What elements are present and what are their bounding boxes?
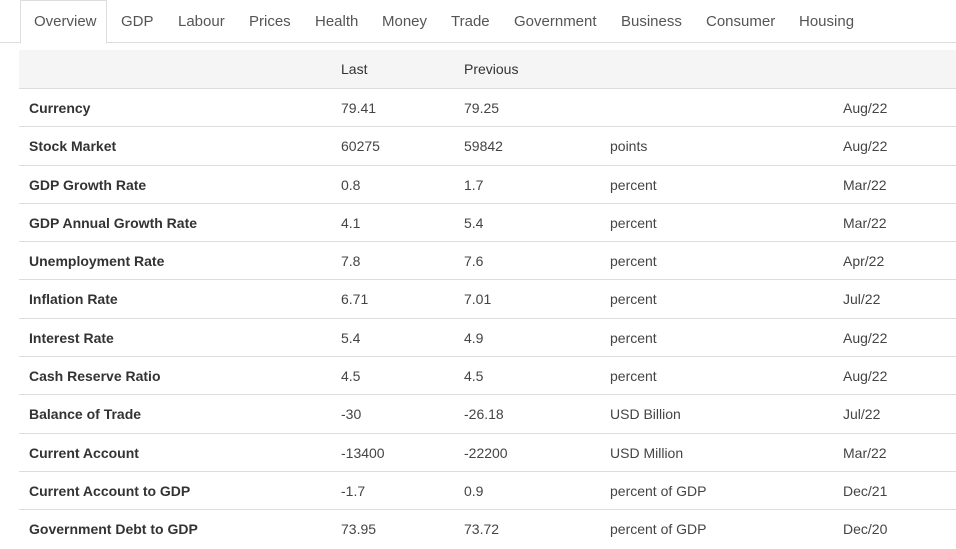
last-value: 73.95 (341, 521, 377, 538)
header-last: Last (341, 61, 368, 77)
table-row: Current Account -13400 -22200 USD Millio… (19, 434, 956, 472)
table-row: GDP Annual Growth Rate 4.1 5.4 percent M… (19, 204, 956, 243)
reference-date: Aug/22 (843, 138, 888, 155)
reference-date: Apr/22 (843, 253, 885, 270)
indicator-link[interactable]: Balance of Trade (29, 406, 142, 423)
indicator-link[interactable]: Current Account (29, 444, 139, 461)
previous-value: 7.01 (464, 291, 492, 308)
reference-date: Jul/22 (843, 291, 881, 308)
unit: percent (610, 291, 657, 308)
previous-value: 7.6 (464, 253, 484, 270)
last-value: 4.1 (341, 214, 361, 231)
reference-date: Mar/22 (843, 444, 887, 461)
last-value: -1.7 (341, 482, 366, 499)
indicators-table: Last Previous Currency 79.41 79.25 Aug/2… (19, 50, 956, 549)
indicator-link[interactable]: Stock Market (29, 138, 117, 155)
unit: percent (610, 176, 657, 193)
previous-value: 0.9 (464, 482, 484, 499)
reference-date: Mar/22 (843, 176, 887, 193)
tab-government[interactable]: Government (514, 13, 597, 30)
last-value: 79.41 (341, 100, 377, 116)
tab-money[interactable]: Money (382, 13, 428, 30)
indicator-link[interactable]: Current Account to GDP (29, 482, 191, 499)
previous-value: -22200 (464, 444, 508, 461)
reference-date: Jul/22 (843, 406, 881, 423)
last-value: -30 (341, 406, 362, 423)
previous-value: 4.9 (464, 329, 484, 346)
previous-value: 73.72 (464, 521, 500, 538)
tab-gdp[interactable]: GDP (121, 13, 154, 30)
table-row: GDP Growth Rate 0.8 1.7 percent Mar/22 (19, 166, 956, 204)
indicator-link[interactable]: Cash Reserve Ratio (29, 368, 161, 385)
unit: points (610, 138, 648, 155)
unit: percent of GDP (610, 521, 707, 538)
tab-health[interactable]: Health (315, 13, 359, 30)
last-value: 0.8 (341, 176, 361, 193)
unit: USD Billion (610, 406, 681, 423)
indicator-link[interactable]: Interest Rate (29, 329, 114, 346)
unit: percent (610, 329, 657, 346)
unit: percent (610, 368, 657, 385)
tab-prices[interactable]: Prices (249, 13, 291, 30)
reference-date: Aug/22 (843, 100, 888, 116)
previous-value: 59842 (464, 138, 503, 155)
previous-value: 5.4 (464, 214, 484, 231)
last-value: 6.71 (341, 291, 369, 308)
previous-value: -26.18 (464, 406, 504, 423)
table-row: Inflation Rate 6.71 7.01 percent Jul/22 (19, 280, 956, 319)
tab-bar: Overview GDP Labour Prices Health Money … (0, 0, 956, 44)
indicator-link[interactable]: Currency (29, 100, 91, 116)
tab-labour[interactable]: Labour (178, 13, 225, 30)
table-row: Balance of Trade -30 -26.18 USD Billion … (19, 395, 956, 434)
reference-date: Aug/22 (843, 329, 888, 346)
indicator-link[interactable]: Government Debt to GDP (29, 521, 198, 538)
table-row: Government Debt to GDP 73.95 73.72 perce… (19, 510, 956, 548)
tab-trade[interactable]: Trade (451, 13, 490, 30)
indicator-link[interactable]: GDP Annual Growth Rate (29, 214, 198, 231)
table-row: Unemployment Rate 7.8 7.6 percent Apr/22 (19, 242, 956, 281)
last-value: -13400 (341, 444, 385, 461)
unit: percent (610, 253, 657, 270)
indicator-link[interactable]: Inflation Rate (29, 291, 118, 308)
unit: USD Million (610, 444, 684, 461)
last-value: 4.5 (341, 368, 361, 385)
last-value: 5.4 (341, 329, 361, 346)
tab-housing[interactable]: Housing (799, 13, 855, 30)
previous-value: 79.25 (464, 100, 500, 116)
previous-value: 4.5 (464, 368, 484, 385)
table-row: Interest Rate 5.4 4.9 percent Aug/22 (19, 319, 956, 358)
last-value: 60275 (341, 138, 380, 155)
table-row: Currency 79.41 79.25 Aug/22 (19, 89, 956, 128)
table-row: Current Account to GDP -1.7 0.9 percent … (19, 472, 956, 511)
tab-consumer[interactable]: Consumer (706, 13, 776, 30)
table-row: Cash Reserve Ratio 4.5 4.5 percent Aug/2… (19, 357, 956, 396)
tab-overview[interactable]: Overview (20, 0, 107, 44)
table-header: Last Previous (19, 50, 956, 89)
indicator-link[interactable]: Unemployment Rate (29, 253, 165, 270)
unit: percent (610, 214, 657, 231)
header-previous: Previous (464, 61, 519, 77)
reference-date: Dec/20 (843, 521, 888, 538)
reference-date: Mar/22 (843, 214, 887, 231)
last-value: 7.8 (341, 253, 361, 270)
tab-business[interactable]: Business (621, 13, 682, 30)
unit: percent of GDP (610, 482, 707, 499)
reference-date: Dec/21 (843, 482, 888, 499)
table-row: Stock Market 60275 59842 points Aug/22 (19, 127, 956, 166)
reference-date: Aug/22 (843, 368, 888, 385)
indicator-link[interactable]: GDP Growth Rate (29, 176, 147, 193)
previous-value: 1.7 (464, 176, 484, 193)
